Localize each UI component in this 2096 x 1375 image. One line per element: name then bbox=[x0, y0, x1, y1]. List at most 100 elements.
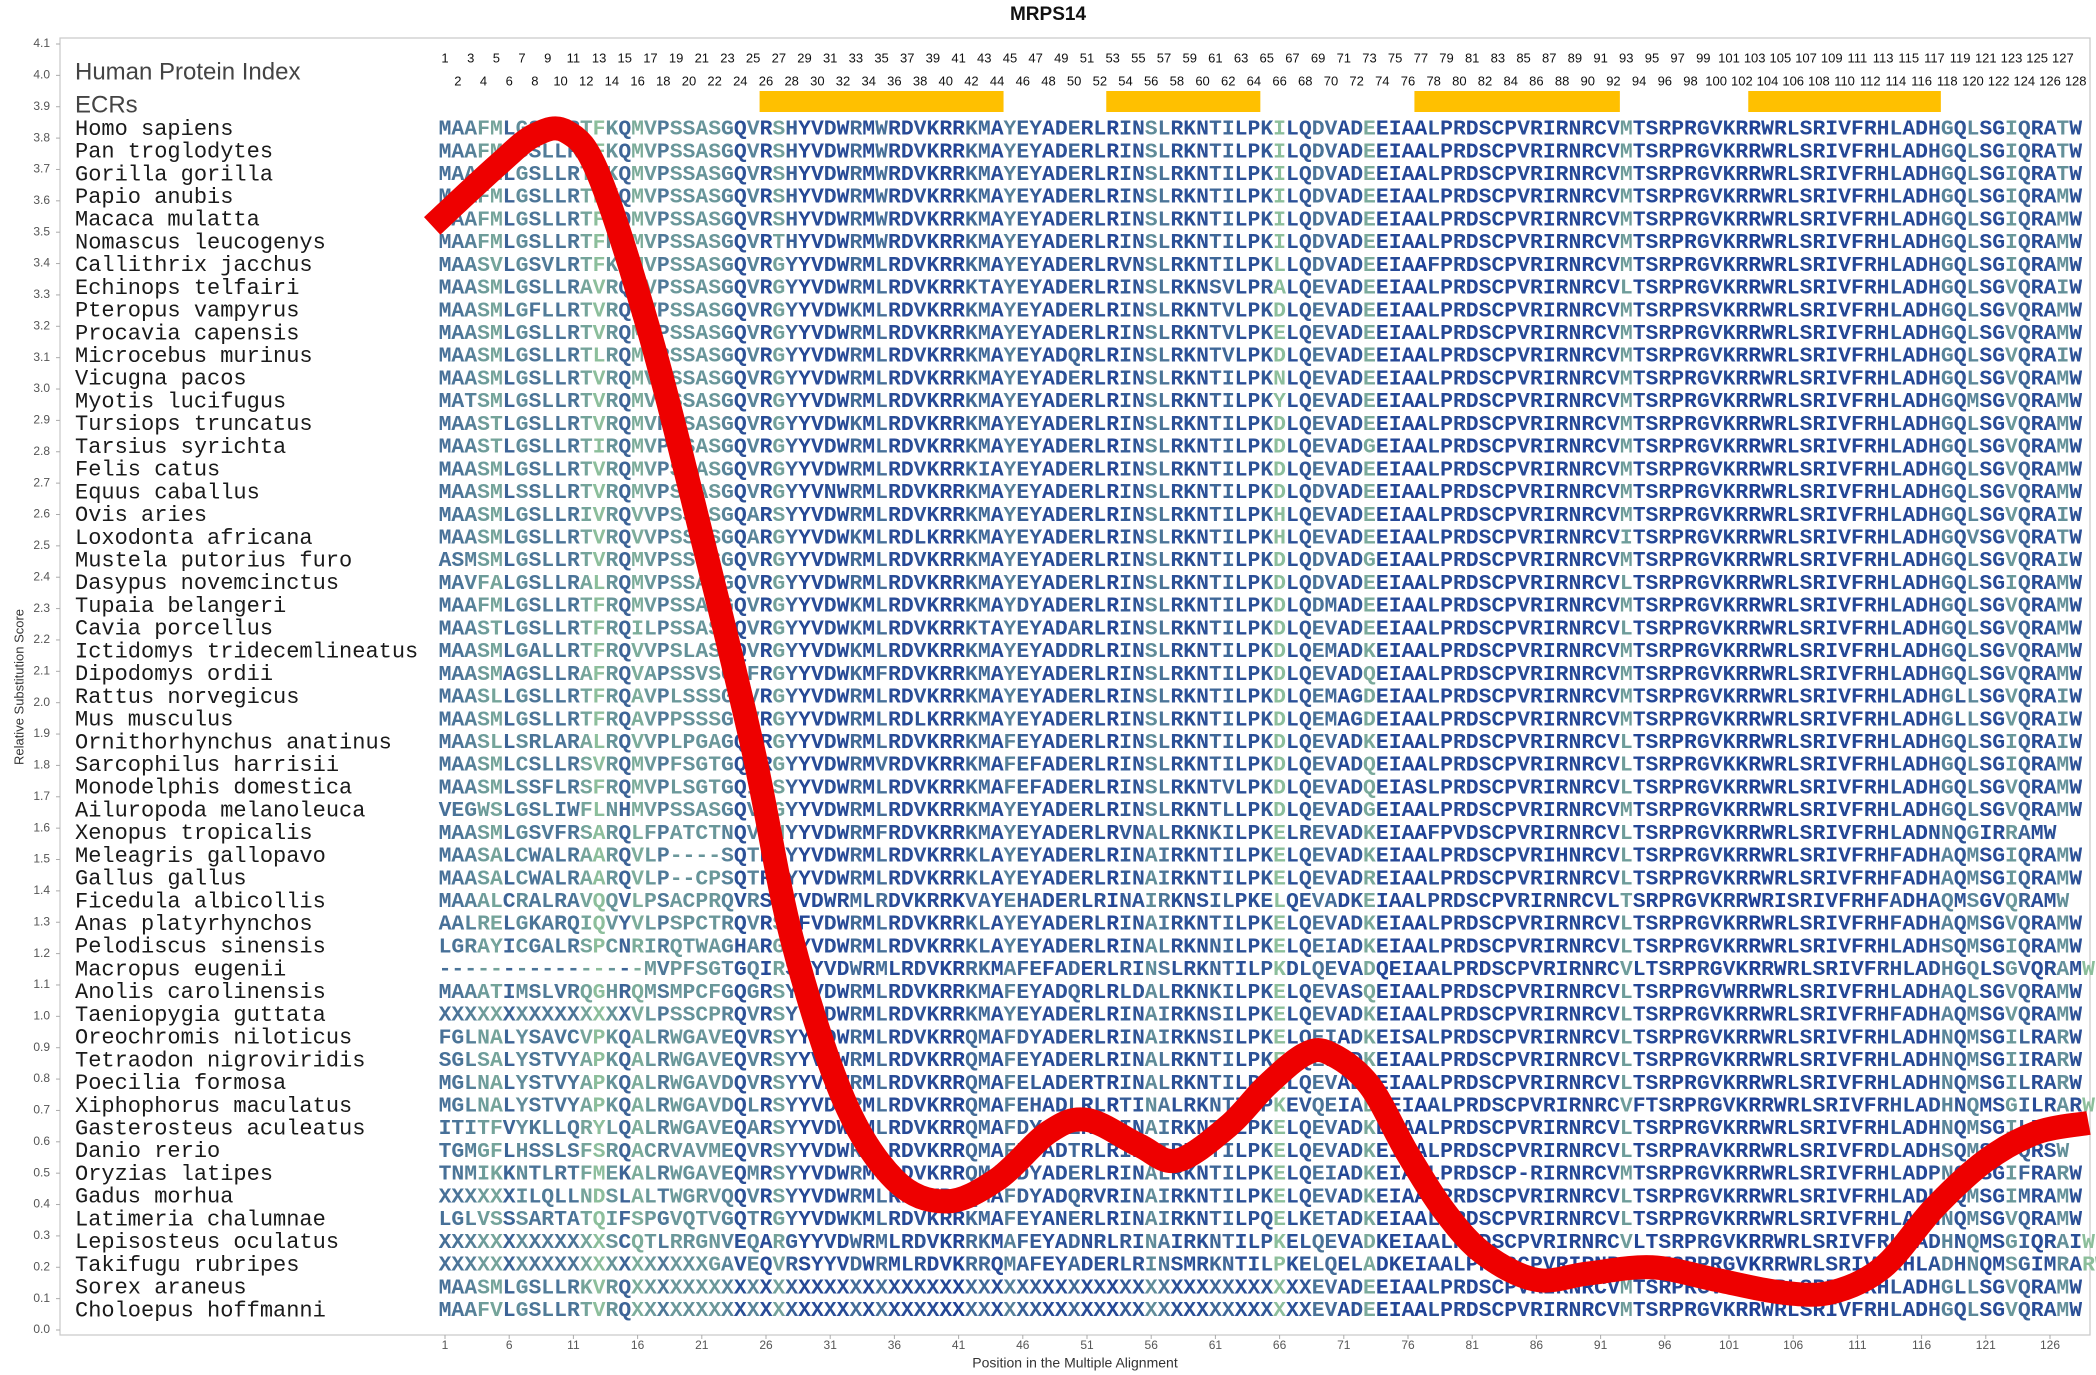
y-tick-label: 2.8 bbox=[33, 444, 50, 458]
sequence: MAASLLGSLLRTFRQAVPLSSSGQVRGYYVDWRMLRDVKR… bbox=[439, 687, 2083, 710]
sequence: MAASALCWALRAARQVLP--CPSQTRSYYVDWRMLRDVKR… bbox=[439, 868, 2083, 891]
x-tick-label: 101 bbox=[1719, 1338, 1739, 1352]
y-tick-label: 3.0 bbox=[33, 381, 50, 395]
y-tick-label: 2.6 bbox=[33, 507, 50, 521]
species-name: Felis catus bbox=[75, 458, 220, 483]
y-tick-label: 0.1 bbox=[33, 1291, 50, 1305]
index-label: 3 bbox=[467, 50, 474, 65]
index-label: 9 bbox=[544, 50, 551, 65]
x-axis-label: Position in the Multiple Alignment bbox=[972, 1355, 1178, 1371]
species-name: Gallus gallus bbox=[75, 867, 247, 892]
species-name: Latimeria chalumnae bbox=[75, 1207, 326, 1232]
sequence: MAASLLSRLARALRQVVPLPGAGQARGYYVDWRMLRDVKR… bbox=[439, 732, 2083, 755]
index-label: 4 bbox=[480, 73, 487, 88]
index-label: 2 bbox=[454, 73, 461, 88]
index-label: 36 bbox=[887, 73, 901, 88]
sequence: MAASTLGSLLRTFRQILPSSASGQVRGYYVDWKMLRDVKR… bbox=[439, 618, 2083, 641]
index-label: 8 bbox=[531, 73, 538, 88]
sequence: MAAATIMSLVRQGHRQMSMPCFGQGRSYYVDWRMLRDVKR… bbox=[439, 982, 2083, 1005]
y-tick-label: 3.4 bbox=[33, 256, 50, 270]
index-label: 113 bbox=[1873, 50, 1894, 65]
y-axis-label: Relative Substitution Score bbox=[11, 609, 26, 765]
species-name: Oryzias latipes bbox=[75, 1162, 273, 1187]
index-label: 70 bbox=[1324, 73, 1338, 88]
sequence: MAAFMLGSLLRTFKQMVPSSASGQVRSHYVDWRMWRDVKR… bbox=[439, 187, 2083, 210]
species-name: Sarcophilus harrisii bbox=[75, 753, 339, 778]
index-label: 42 bbox=[964, 73, 978, 88]
species-name: Monodelphis domestica bbox=[75, 776, 352, 801]
index-label: 34 bbox=[861, 73, 875, 88]
index-label: 116 bbox=[1911, 73, 1932, 88]
index-label: 72 bbox=[1349, 73, 1363, 88]
y-tick-label: 0.5 bbox=[33, 1165, 50, 1179]
index-label: 121 bbox=[1975, 50, 1997, 65]
species-name: Taeniopygia guttata bbox=[75, 1003, 326, 1028]
index-label: 22 bbox=[707, 73, 721, 88]
y-tick-label: 3.7 bbox=[33, 162, 50, 176]
y-tick-label: 3.9 bbox=[33, 99, 50, 113]
index-label: 69 bbox=[1311, 50, 1325, 65]
x-tick-label: 81 bbox=[1466, 1338, 1480, 1352]
y-tick-label: 0.8 bbox=[33, 1071, 50, 1085]
index-label: 64 bbox=[1247, 73, 1261, 88]
x-tick-label: 11 bbox=[567, 1338, 580, 1352]
species-name: Ictidomys tridecemlineatus bbox=[75, 639, 418, 664]
index-label: 44 bbox=[990, 73, 1004, 88]
sequence: MAASALCWALRAARQVLP----SQTRGYYVDWRMLRDVKR… bbox=[439, 846, 2083, 869]
sequence: AALRELGKARQIQVYVLPSPCTRQVRSYFVDWRMLRDVKR… bbox=[439, 914, 2083, 937]
index-label: 58 bbox=[1170, 73, 1184, 88]
index-label: 10 bbox=[553, 73, 567, 88]
species-name: Meleagris gallopavo bbox=[75, 844, 326, 869]
species-name: Pteropus vampyrus bbox=[75, 299, 299, 324]
index-label: 109 bbox=[1821, 50, 1843, 65]
index-label: 107 bbox=[1795, 50, 1817, 65]
index-label: 41 bbox=[951, 50, 965, 65]
y-tick-label: 3.8 bbox=[33, 130, 50, 144]
sequence: MAASMLGSVFRSARQLFPATCTNQVRNYYVDWRMFRDVKR… bbox=[439, 823, 2057, 846]
sequence: MAASMLGSLLRTLRQMVPSSASGQVRGYYVDWRMLRDVKR… bbox=[439, 346, 2083, 369]
species-name: Anas platyrhynchos bbox=[75, 912, 313, 937]
index-label: 62 bbox=[1221, 73, 1235, 88]
species-name: Gadus morhua bbox=[75, 1185, 233, 1210]
index-label: 124 bbox=[2013, 73, 2035, 88]
index-label: 85 bbox=[1516, 50, 1530, 65]
index-label: 115 bbox=[1898, 50, 1919, 65]
index-label: 65 bbox=[1260, 50, 1274, 65]
species-name: Pan troglodytes bbox=[75, 140, 273, 165]
sequence: MAASMLGSLLRKVRQXXXXXXXXXXXXXXXXXXXXXXXXX… bbox=[439, 1277, 2083, 1300]
index-label: 19 bbox=[669, 50, 683, 65]
index-label: 46 bbox=[1016, 73, 1030, 88]
sequence: MAASMLSSFLRSFRQMVPLSGTGQIRSYYVDWRMLRDVKR… bbox=[439, 777, 2083, 800]
index-title: Human Protein Index bbox=[75, 58, 300, 85]
plot-frame bbox=[59, 37, 2091, 1336]
index-label: 52 bbox=[1093, 73, 1107, 88]
ecr-bar bbox=[1414, 91, 1620, 112]
index-label: 89 bbox=[1568, 50, 1582, 65]
index-label: 101 bbox=[1718, 50, 1740, 65]
index-label: 54 bbox=[1118, 73, 1132, 88]
index-label: 13 bbox=[592, 50, 606, 65]
species-name: Loxodonta africana bbox=[75, 526, 313, 551]
index-label: 71 bbox=[1337, 50, 1351, 65]
sequence: FGLNALYSAVCVPKQALRWGAVEQVRSYYVDWRMLRDVKR… bbox=[439, 1027, 2083, 1050]
index-label: 96 bbox=[1658, 73, 1672, 88]
x-tick-label: 96 bbox=[1658, 1338, 1672, 1352]
y-tick-label: 2.5 bbox=[33, 538, 50, 552]
index-label: 127 bbox=[2052, 50, 2074, 65]
sequence: MAASVLGSVLRTFKQMVPSSASGQVRGYYVDWRMLRDVKR… bbox=[439, 255, 2083, 278]
index-label: 94 bbox=[1632, 73, 1646, 88]
species-name: Ailuropoda melanoleuca bbox=[75, 798, 365, 823]
index-label: 47 bbox=[1028, 50, 1042, 65]
sequence: MAASTLGSLLRTVRQMVPSSASGQVRGYYVDWKMLRDVKR… bbox=[439, 414, 2083, 437]
x-tick-label: 56 bbox=[1145, 1338, 1159, 1352]
index-label: 33 bbox=[849, 50, 863, 65]
sequence: MAASTLGSLLRTIRQMVPSSASGQVRGYYVDWRMLRDVKR… bbox=[439, 437, 2083, 460]
x-tick-label: 76 bbox=[1401, 1338, 1415, 1352]
index-label: 90 bbox=[1581, 73, 1595, 88]
x-tick-label: 121 bbox=[1976, 1338, 1996, 1352]
index-label: 32 bbox=[836, 73, 850, 88]
species-name: Oreochromis niloticus bbox=[75, 1026, 352, 1051]
index-label: 123 bbox=[2001, 50, 2023, 65]
sequence: MAAFMLGSLLRTFRQMVPSSASGQVRGYYVDWKMLRDVKR… bbox=[439, 596, 2083, 619]
